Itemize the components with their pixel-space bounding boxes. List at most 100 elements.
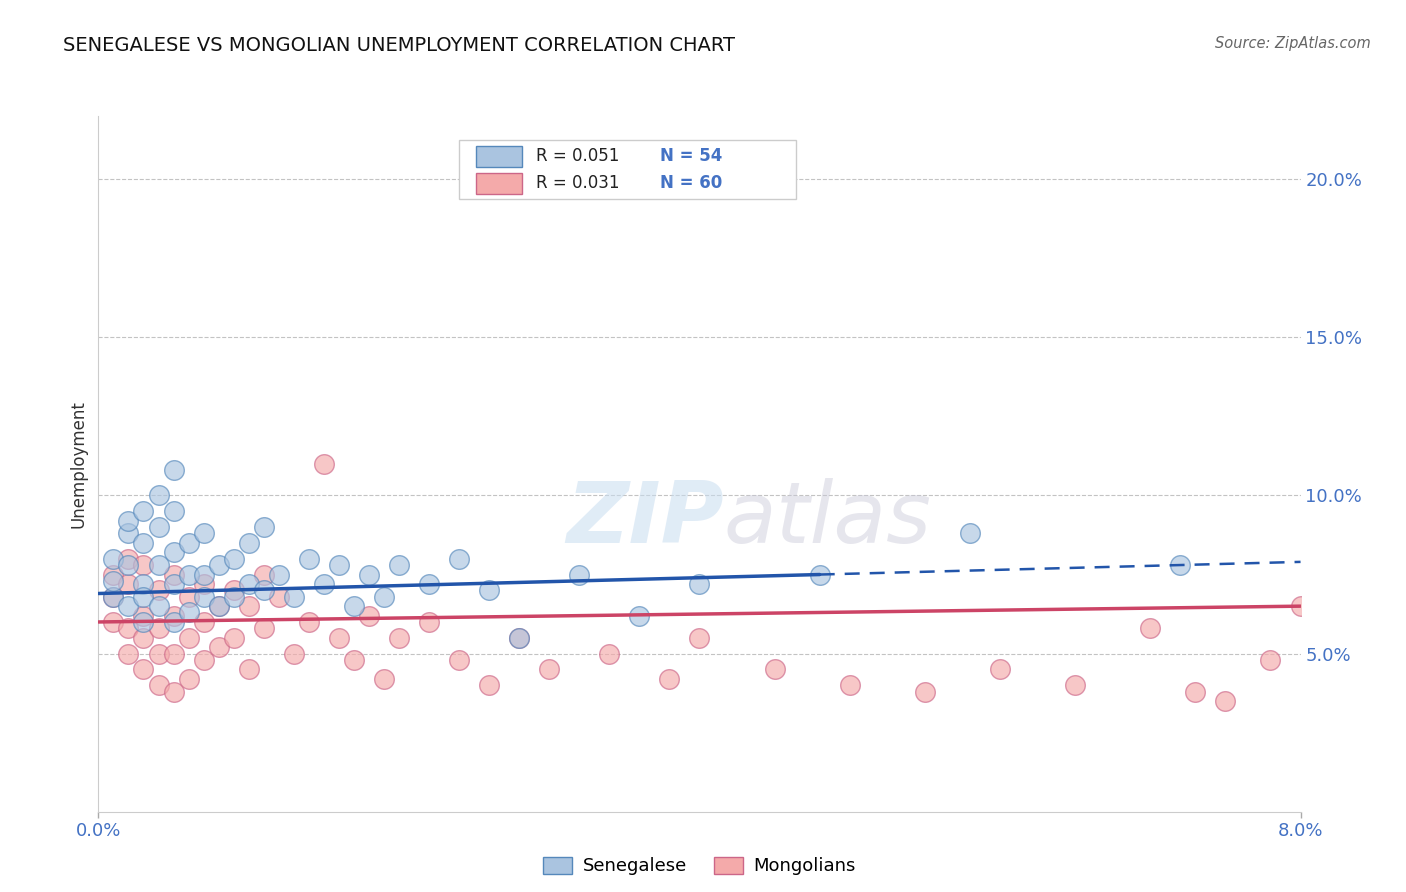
- Point: [222, 590, 245, 604]
- Point: [914, 684, 936, 698]
- Point: [162, 608, 184, 623]
- Point: [222, 631, 245, 645]
- Point: [388, 558, 411, 572]
- Point: [959, 526, 981, 541]
- Point: [148, 583, 170, 598]
- Point: [193, 567, 215, 582]
- Point: [238, 577, 260, 591]
- Point: [103, 590, 125, 604]
- Point: [177, 590, 200, 604]
- Point: [312, 457, 335, 471]
- Point: [193, 590, 215, 604]
- Point: [1064, 678, 1087, 692]
- Point: [598, 647, 620, 661]
- Point: [267, 567, 290, 582]
- Point: [763, 662, 786, 676]
- Point: [373, 672, 395, 686]
- Point: [193, 526, 215, 541]
- Point: [132, 558, 155, 572]
- Point: [1260, 653, 1282, 667]
- Point: [103, 551, 125, 566]
- Point: [193, 615, 215, 629]
- Point: [253, 567, 276, 582]
- Point: [117, 558, 139, 572]
- Point: [193, 653, 215, 667]
- Point: [162, 615, 184, 629]
- Point: [162, 647, 184, 661]
- Point: [373, 590, 395, 604]
- Point: [117, 621, 139, 635]
- Point: [388, 631, 411, 645]
- Text: atlas: atlas: [724, 478, 932, 561]
- Point: [808, 567, 831, 582]
- Point: [689, 577, 711, 591]
- Point: [162, 684, 184, 698]
- Point: [208, 640, 231, 655]
- Point: [1139, 621, 1161, 635]
- Point: [253, 583, 276, 598]
- Point: [117, 647, 139, 661]
- Point: [238, 536, 260, 550]
- Point: [222, 551, 245, 566]
- Point: [253, 520, 276, 534]
- Point: [148, 520, 170, 534]
- Text: R = 0.051: R = 0.051: [536, 147, 620, 165]
- Point: [478, 678, 501, 692]
- Point: [162, 545, 184, 559]
- Text: N = 54: N = 54: [659, 147, 723, 165]
- Point: [177, 606, 200, 620]
- Point: [117, 526, 139, 541]
- Point: [132, 504, 155, 518]
- Point: [208, 599, 231, 614]
- Point: [117, 599, 139, 614]
- Point: [177, 567, 200, 582]
- Point: [117, 514, 139, 528]
- Point: [162, 567, 184, 582]
- Point: [162, 463, 184, 477]
- Point: [447, 653, 470, 667]
- Point: [478, 583, 501, 598]
- Text: R = 0.031: R = 0.031: [536, 175, 620, 193]
- Point: [267, 590, 290, 604]
- Point: [193, 577, 215, 591]
- Point: [689, 631, 711, 645]
- Point: [117, 577, 139, 591]
- Point: [328, 558, 350, 572]
- Point: [1215, 694, 1237, 708]
- Point: [103, 615, 125, 629]
- Point: [418, 577, 440, 591]
- Point: [132, 590, 155, 604]
- Point: [162, 577, 184, 591]
- Point: [538, 662, 561, 676]
- Point: [357, 608, 380, 623]
- Point: [418, 615, 440, 629]
- Point: [838, 678, 860, 692]
- Point: [132, 577, 155, 591]
- Point: [132, 662, 155, 676]
- Point: [222, 583, 245, 598]
- Point: [103, 567, 125, 582]
- Point: [298, 615, 321, 629]
- Point: [132, 608, 155, 623]
- Point: [328, 631, 350, 645]
- Point: [1168, 558, 1191, 572]
- Point: [117, 551, 139, 566]
- Point: [148, 678, 170, 692]
- Point: [148, 488, 170, 502]
- Point: [1184, 684, 1206, 698]
- Text: ZIP: ZIP: [565, 478, 724, 561]
- Point: [148, 621, 170, 635]
- Point: [177, 536, 200, 550]
- Bar: [458, 140, 796, 200]
- Point: [628, 608, 651, 623]
- Point: [177, 672, 200, 686]
- Point: [238, 599, 260, 614]
- Point: [238, 662, 260, 676]
- Point: [658, 672, 681, 686]
- Point: [208, 558, 231, 572]
- Bar: [475, 173, 522, 194]
- Text: SENEGALESE VS MONGOLIAN UNEMPLOYMENT CORRELATION CHART: SENEGALESE VS MONGOLIAN UNEMPLOYMENT COR…: [63, 36, 735, 54]
- Bar: [475, 146, 522, 167]
- Point: [132, 631, 155, 645]
- Legend: Senegalese, Mongolians: Senegalese, Mongolians: [536, 849, 863, 883]
